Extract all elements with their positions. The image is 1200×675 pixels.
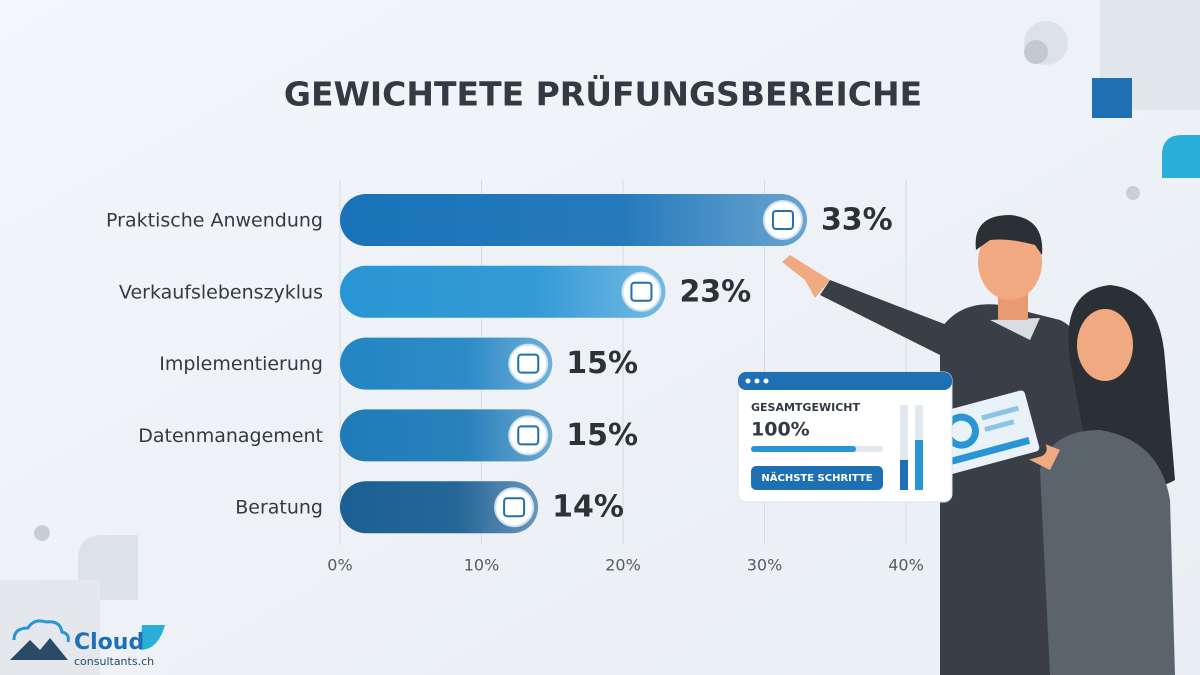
card-value: 100% (751, 419, 810, 441)
bar-icon-glyph (630, 281, 653, 302)
bar-icon-glyph (771, 210, 794, 230)
value-label: 14% (552, 490, 624, 525)
bar-icon (508, 343, 549, 384)
value-label: 15% (566, 418, 638, 453)
x-tick-label: 20% (605, 556, 641, 575)
value-label: 33% (821, 203, 893, 238)
bar-icon-glyph (517, 353, 540, 374)
category-label: Implementierung (159, 353, 323, 375)
value-label: 23% (679, 274, 751, 309)
category-label: Beratung (235, 497, 323, 519)
decor (1126, 186, 1140, 200)
button-label: NÄCHSTE SCHRITTE (761, 470, 872, 484)
x-tick-label: 10% (464, 556, 500, 575)
bar-icon-glyph (503, 497, 526, 518)
bar-icon-glyph (517, 425, 540, 446)
decor (1092, 78, 1132, 118)
category-label: Praktische Anwendung (106, 210, 323, 232)
decor (1162, 135, 1200, 178)
bar-icon (762, 200, 803, 240)
logo-domain: consultants.ch (74, 655, 154, 668)
x-tick-label: 40% (888, 556, 924, 575)
bar-icon (508, 415, 549, 456)
chart-title: GEWICHTETE PRÜFUNGSBEREICHE (284, 74, 922, 114)
next-steps-button[interactable] (751, 466, 883, 490)
decor (1024, 40, 1048, 64)
category-label: Verkaufslebenszyklus (119, 281, 323, 303)
category-label: Datenmanagement (138, 425, 323, 447)
illustration (782, 215, 1175, 675)
card-label: GESAMTGEWICHT (751, 401, 860, 414)
dashboard-card: GESAMTGEWICHT 100% NÄCHSTE SCHRITTE (737, 371, 953, 503)
bar-icon (621, 271, 662, 312)
bar-sheen (340, 337, 553, 390)
bar-icon (494, 487, 535, 528)
value-label: 15% (566, 346, 638, 381)
x-tick-label: 30% (747, 556, 783, 575)
bar-sheen (340, 194, 807, 246)
decor (34, 525, 50, 541)
logo-name: Cloud (74, 630, 144, 655)
bar-sheen (340, 481, 539, 534)
bar-sheen (340, 409, 553, 462)
logo: Cloud consultants.ch (10, 619, 165, 668)
x-tick-label: 0% (327, 556, 352, 575)
bar-sheen (340, 265, 666, 318)
